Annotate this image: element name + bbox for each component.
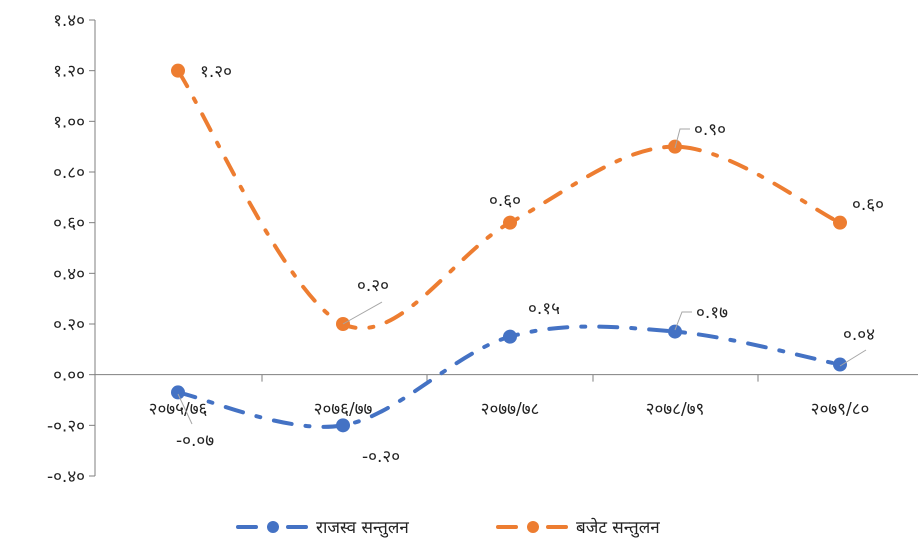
data-point-revenue (668, 325, 682, 339)
data-label-leader (343, 302, 382, 324)
data-label-revenue: -०.०७ (176, 431, 214, 451)
data-point-revenue (336, 418, 350, 432)
data-point-revenue (833, 358, 847, 372)
x-tick-label: २०७६/७७ (314, 400, 373, 420)
y-axis: -०.४० -०.२० ०.०० ०.२० ०.४० ०.६० ०.८० १.०० १.२० १.… (47, 11, 95, 487)
legend-marker-budget (527, 521, 539, 533)
data-label-budget: ०.९० (694, 120, 726, 140)
data-point-budget (171, 64, 185, 78)
y-tick-label: १.२० (53, 62, 85, 82)
data-label-revenue: -०.२० (362, 447, 400, 467)
data-label-revenue: ०.०४ (843, 325, 875, 345)
data-point-revenue (171, 385, 185, 399)
x-tick-label: २०७८/७९ (646, 400, 705, 420)
y-tick-label: ०.४० (53, 264, 85, 284)
x-axis: २०७५/७६ २०७६/७७ २०७७/७८ २०७८/७९ २०७९/८० (95, 375, 918, 420)
y-tick-label: ०.८० (53, 163, 85, 183)
data-label-budget: १.२० (200, 62, 232, 82)
y-tick-label: १.४० (53, 11, 85, 31)
data-label-budget: ०.६० (852, 195, 884, 215)
y-tick-label: -०.४० (47, 467, 85, 487)
y-tick-label: ०.२० (53, 315, 85, 335)
x-tick-label: २०७५/७६ (149, 400, 208, 420)
legend-label-revenue: राजस्व सन्तुलन (316, 518, 409, 538)
y-tick-label: ०.०० (53, 366, 85, 386)
legend-marker-revenue (267, 521, 279, 533)
data-point-revenue (503, 330, 517, 344)
y-tick-label: १.०० (53, 112, 85, 132)
series-layer (171, 64, 847, 433)
data-label-budget: ०.६० (489, 191, 521, 211)
legend-label-budget: बजेट सन्तुलन (576, 517, 660, 538)
data-label-leader (840, 350, 866, 366)
data-label-revenue: ०.१७ (696, 303, 728, 323)
data-point-budget (833, 216, 847, 230)
y-tick-label: ०.६० (53, 214, 85, 234)
data-point-budget (503, 216, 517, 230)
y-tick-label: -०.२० (47, 416, 85, 436)
x-tick-label: २०७७/७८ (481, 400, 540, 420)
data-label-revenue: ०.१५ (528, 299, 560, 319)
data-label-budget: ०.२० (357, 276, 389, 296)
legend: राजस्व सन्तुलन बजेट सन्तुलन (238, 517, 660, 538)
x-tick-label: २०७९/८० (811, 400, 870, 420)
